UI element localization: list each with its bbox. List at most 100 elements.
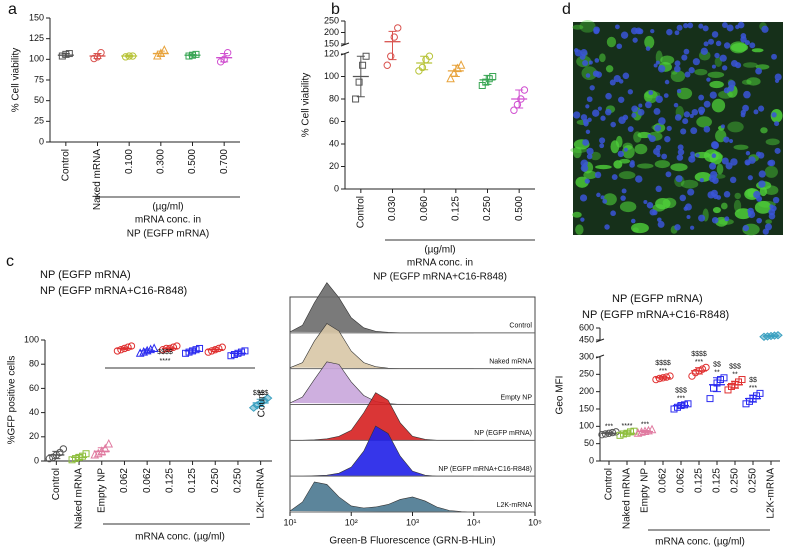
nucleus	[589, 85, 595, 91]
nucleus	[580, 217, 585, 222]
cell	[751, 48, 764, 53]
x-tick-label: 0.030	[387, 196, 398, 221]
y-tick-label: 60	[29, 383, 39, 393]
nucleus	[774, 147, 781, 154]
legend-entry: NP (EGFP mRNA+C16-R848)	[40, 285, 187, 297]
error-bar	[356, 55, 365, 98]
nucleus	[728, 138, 734, 144]
point	[59, 445, 68, 453]
nucleus	[580, 159, 589, 168]
panel-letter: c	[6, 253, 14, 270]
y-tick-label: 0	[39, 136, 44, 146]
cell	[694, 172, 712, 182]
cell	[590, 151, 601, 161]
nucleus	[623, 147, 628, 152]
x-axis-label: mRNA conc. (µg/ml)	[655, 537, 745, 548]
point	[90, 449, 100, 459]
nucleus	[632, 37, 638, 43]
y-tick-label: 120	[324, 48, 339, 58]
y-tick-label: 40	[329, 138, 339, 148]
y-tick-label: 300	[579, 351, 594, 361]
nucleus	[653, 63, 658, 68]
x-tick-label: Empty NP	[96, 468, 107, 513]
nucleus	[655, 185, 662, 192]
y-tick-label: 80	[329, 93, 339, 103]
x-tick-label: 0.125	[187, 468, 198, 493]
x-axis-label: NP (EGFP mRNA+C16-R848)	[373, 272, 507, 283]
error-bar	[659, 375, 667, 380]
y-axis-label: % Cell viability	[11, 48, 22, 112]
point	[418, 63, 427, 72]
cell	[637, 163, 654, 169]
nucleus	[758, 180, 766, 188]
point	[218, 343, 226, 351]
nucleus	[618, 116, 626, 124]
row-label: Naked mRNA	[489, 359, 532, 366]
nucleus	[709, 162, 717, 170]
nucleus	[665, 171, 672, 178]
x-tick-label: Empty NP	[640, 468, 651, 513]
nucleus	[692, 58, 700, 66]
nucleus	[635, 175, 643, 183]
nucleus	[655, 60, 660, 65]
cell	[618, 171, 636, 180]
significance: $$	[713, 362, 721, 369]
x-axis-label: mRNA conc. (µg/ml)	[135, 532, 225, 543]
nucleus	[747, 175, 753, 181]
error-bar	[713, 377, 721, 393]
cell	[760, 127, 768, 134]
error-bar	[125, 54, 134, 58]
nucleus	[723, 42, 731, 49]
row-label: Empty NP	[500, 394, 532, 401]
x-tick-label: Control	[51, 468, 62, 500]
point	[773, 331, 783, 340]
nucleus	[585, 104, 590, 109]
y-tick-label: 40	[29, 407, 39, 417]
point	[355, 78, 363, 86]
nucleus	[582, 118, 589, 125]
nucleus	[604, 224, 610, 230]
nucleus	[764, 223, 773, 231]
nucleus	[724, 216, 730, 222]
legend-entry: NP (EGFP mRNA)	[612, 293, 703, 305]
x-axis-label: mRNA conc. in	[407, 258, 473, 269]
nucleus	[719, 54, 727, 62]
nucleus	[653, 147, 661, 156]
cell	[572, 211, 582, 218]
nucleus	[720, 124, 725, 129]
nucleus	[675, 175, 683, 183]
y-tick-label: 25	[34, 116, 44, 126]
error-bar	[515, 89, 524, 109]
nucleus	[580, 49, 588, 57]
error-bar	[677, 403, 685, 408]
error-bar	[767, 335, 775, 337]
nucleus	[643, 199, 648, 205]
point	[756, 389, 764, 397]
x-tick-label: 0.250	[482, 196, 493, 221]
nucleus	[742, 224, 749, 232]
point	[135, 348, 145, 357]
x-tick-label: Control	[604, 468, 615, 500]
y-axis-label: % Cell viability	[301, 73, 312, 137]
nucleus	[618, 96, 625, 103]
y-axis-label: %GFP positive cells	[7, 356, 18, 445]
significance: $$	[749, 377, 757, 384]
point	[706, 395, 714, 403]
nucleus	[588, 60, 593, 65]
nucleus	[574, 49, 582, 57]
significance: $$$$	[157, 349, 173, 356]
point	[394, 24, 402, 32]
error-bar	[233, 350, 242, 356]
error-bar	[749, 394, 757, 403]
significance: $$$$	[253, 390, 269, 397]
nucleus	[600, 195, 605, 200]
cell	[746, 77, 761, 86]
nucleus	[682, 118, 689, 125]
point	[93, 448, 103, 458]
cell	[670, 70, 686, 83]
nucleus	[655, 95, 663, 103]
nucleus	[661, 153, 668, 160]
x-tick-label: Control	[355, 196, 366, 228]
cell	[581, 66, 598, 81]
cell	[632, 227, 639, 233]
